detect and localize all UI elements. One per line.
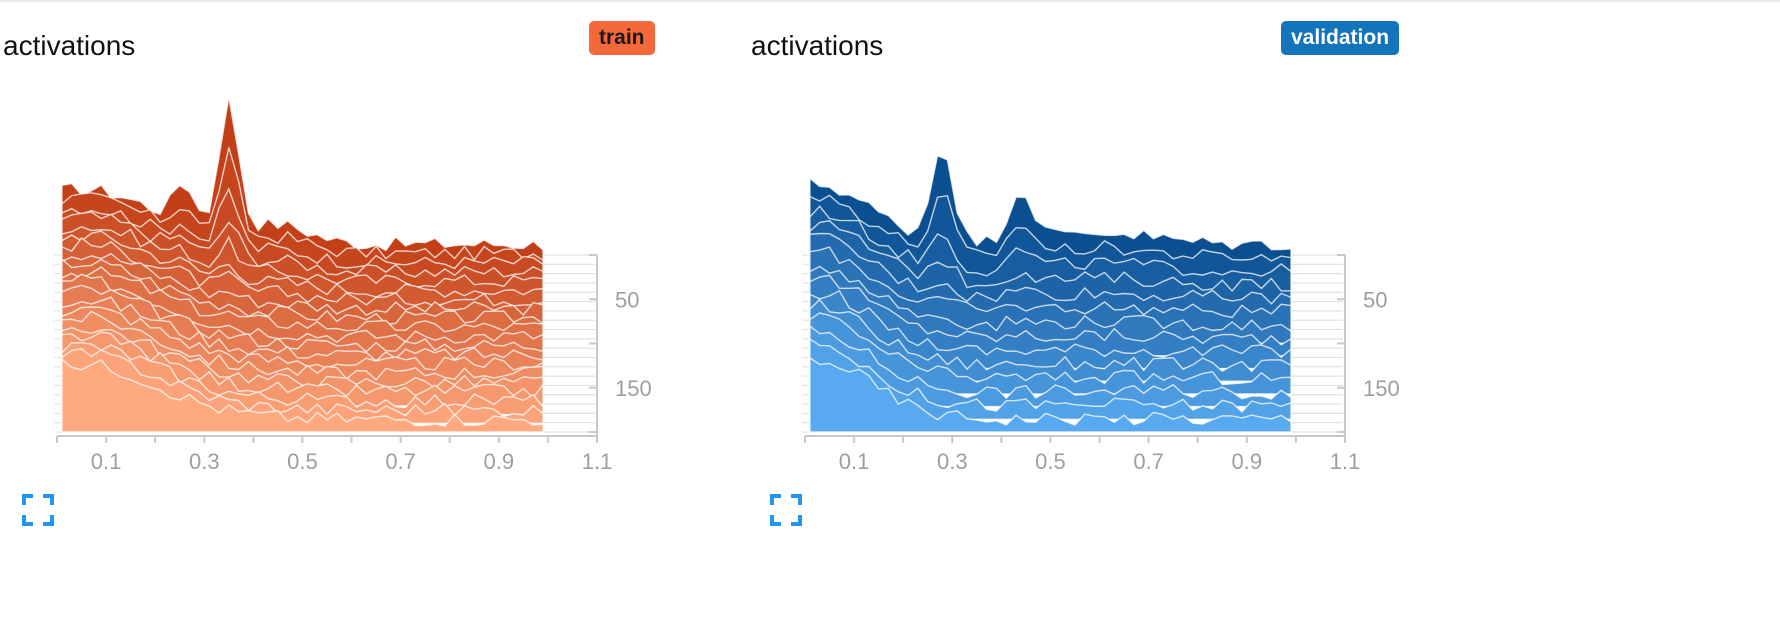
x-tick-label: 0.3 [937, 449, 968, 474]
card-title: activations [3, 30, 136, 61]
fullscreen-icon[interactable] [22, 494, 54, 526]
x-tick-label: 0.1 [839, 449, 870, 474]
y-tick-label: 50 [615, 287, 639, 312]
histogram-chart-validation: 0.1 0.3 0.5 0.7 0.9 1.1 50 150 [802, 154, 1400, 474]
x-tick-label: 0.3 [189, 449, 220, 474]
histogram-ridge [809, 289, 1292, 370]
histogram-ridge [809, 265, 1292, 344]
histogram-card-train: activations train 0.1 0.3 0.5 0.7 0.9 1.1 50 15… [0, 0, 690, 629]
histogram-ridge [809, 220, 1292, 306]
histogram-ridge [809, 356, 1292, 433]
fullscreen-icon[interactable] [770, 494, 802, 526]
histogram-ridge [809, 312, 1292, 395]
x-tick-label: 0.9 [1232, 449, 1263, 474]
top-divider [0, 0, 1780, 3]
histogram-ridge [809, 324, 1292, 408]
histogram-card-validation: activations validation 0.1 0.3 0.5 0.7 0.9 1.… [748, 0, 1438, 629]
run-tag: train [589, 21, 655, 55]
x-tick-label: 0.9 [484, 449, 515, 474]
y-tick-label: 50 [1363, 287, 1387, 312]
x-tick-label: 1.1 [582, 449, 613, 474]
x-tick-label: 0.7 [385, 449, 416, 474]
histogram-ridge [809, 246, 1292, 332]
x-tick-label: 0.7 [1133, 449, 1164, 474]
y-tick-label: 150 [615, 376, 652, 401]
x-tick-label: 0.1 [91, 449, 122, 474]
histogram-ridge [809, 274, 1292, 357]
y-tick-label: 150 [1363, 376, 1400, 401]
histogram-ridge [809, 298, 1292, 382]
x-tick-label: 0.5 [287, 449, 318, 474]
x-tick-label: 1.1 [1330, 449, 1361, 474]
run-tag: validation [1281, 21, 1400, 55]
histogram-ridge [61, 357, 544, 433]
histogram-ridge [809, 232, 1292, 319]
x-tick-label: 0.5 [1035, 449, 1066, 474]
card-title: activations [751, 30, 884, 61]
histogram-chart-train: 0.1 0.3 0.5 0.7 0.9 1.1 50 150 [54, 96, 652, 474]
